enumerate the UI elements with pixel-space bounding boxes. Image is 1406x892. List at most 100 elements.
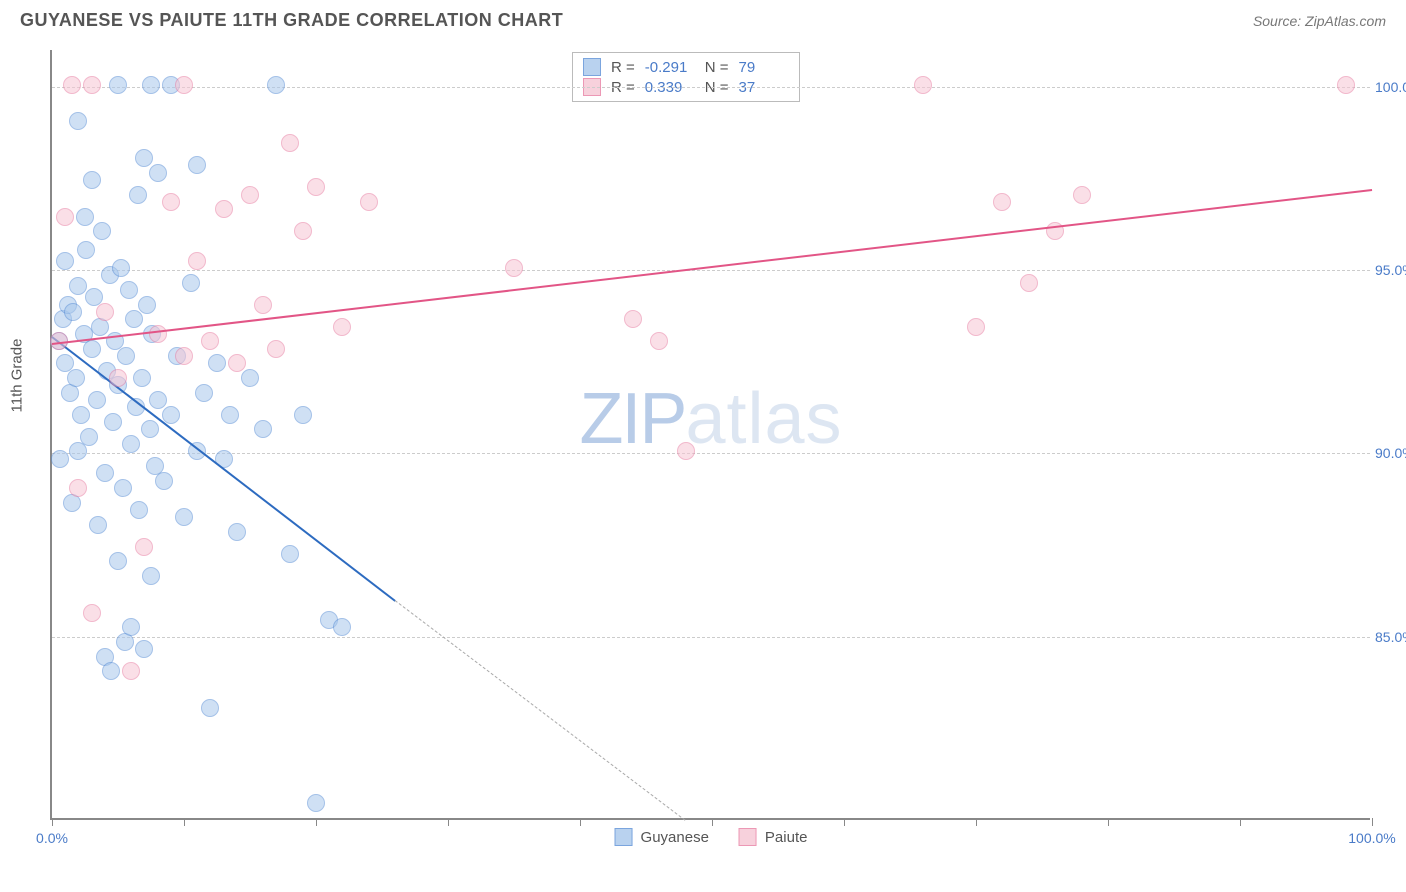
data-point	[63, 76, 81, 94]
y-tick-label: 85.0%	[1375, 629, 1406, 645]
legend-row: R =-0.291N =79	[583, 57, 789, 77]
x-tick-label: 0.0%	[36, 830, 68, 846]
data-point	[182, 274, 200, 292]
source-credit: Source: ZipAtlas.com	[1253, 13, 1386, 29]
correlation-legend: R =-0.291N =79R =0.339N =37	[572, 52, 800, 102]
data-point	[83, 340, 101, 358]
data-point	[77, 241, 95, 259]
data-point	[294, 406, 312, 424]
data-point	[155, 472, 173, 490]
legend-swatch	[739, 828, 757, 846]
x-tick	[1372, 818, 1373, 826]
data-point	[125, 310, 143, 328]
data-point	[149, 391, 167, 409]
watermark-part1: ZIP	[579, 379, 685, 459]
legend-label: Guyanese	[641, 829, 709, 846]
x-tick-label: 100.0%	[1348, 830, 1395, 846]
watermark-part2: atlas	[685, 379, 842, 459]
data-point	[89, 516, 107, 534]
legend-swatch	[583, 58, 601, 76]
data-point	[281, 545, 299, 563]
data-point	[993, 193, 1011, 211]
data-point	[117, 347, 135, 365]
data-point	[254, 296, 272, 314]
x-tick	[52, 818, 53, 826]
x-tick	[184, 818, 185, 826]
x-tick	[448, 818, 449, 826]
data-point	[88, 391, 106, 409]
data-point	[133, 369, 151, 387]
data-point	[109, 76, 127, 94]
data-point	[208, 354, 226, 372]
data-point	[69, 479, 87, 497]
legend-item: Paiute	[739, 828, 808, 846]
legend-r-value: -0.291	[645, 59, 695, 76]
y-tick-label: 90.0%	[1375, 445, 1406, 461]
data-point	[69, 442, 87, 460]
data-point	[307, 178, 325, 196]
data-point	[130, 501, 148, 519]
x-tick	[316, 818, 317, 826]
legend-n-value: 79	[739, 59, 789, 76]
data-point	[135, 538, 153, 556]
data-point	[149, 164, 167, 182]
data-point	[1337, 76, 1355, 94]
legend-n-label: N =	[705, 59, 729, 76]
gridline	[52, 637, 1370, 638]
chart-title: GUYANESE VS PAIUTE 11TH GRADE CORRELATIO…	[20, 10, 563, 31]
y-axis-label: 11th Grade	[9, 339, 26, 413]
data-point	[267, 340, 285, 358]
data-point	[142, 567, 160, 585]
data-point	[104, 413, 122, 431]
data-point	[67, 369, 85, 387]
data-point	[96, 464, 114, 482]
data-point	[215, 200, 233, 218]
data-point	[102, 662, 120, 680]
data-point	[83, 604, 101, 622]
data-point	[149, 325, 167, 343]
data-point	[122, 662, 140, 680]
series-legend: Guyanese Paiute	[615, 828, 808, 846]
data-point	[360, 193, 378, 211]
x-tick	[712, 818, 713, 826]
data-point	[188, 252, 206, 270]
data-point	[307, 794, 325, 812]
data-point	[175, 508, 193, 526]
trend-line-extrapolated	[395, 600, 686, 821]
data-point	[162, 193, 180, 211]
data-point	[175, 76, 193, 94]
data-point	[333, 618, 351, 636]
gridline	[52, 87, 1370, 88]
data-point	[188, 156, 206, 174]
gridline	[52, 453, 1370, 454]
data-point	[135, 149, 153, 167]
data-point	[69, 277, 87, 295]
data-point	[51, 450, 69, 468]
y-tick-label: 95.0%	[1375, 262, 1406, 278]
data-point	[83, 171, 101, 189]
data-point	[122, 435, 140, 453]
data-point	[624, 310, 642, 328]
data-point	[650, 332, 668, 350]
data-point	[109, 369, 127, 387]
data-point	[294, 222, 312, 240]
data-point	[69, 112, 87, 130]
gridline	[52, 270, 1370, 271]
trend-line	[52, 189, 1372, 345]
x-tick	[1240, 818, 1241, 826]
data-point	[76, 208, 94, 226]
y-tick-label: 100.0%	[1375, 79, 1406, 95]
data-point	[93, 222, 111, 240]
data-point	[228, 523, 246, 541]
data-point	[267, 76, 285, 94]
data-point	[254, 420, 272, 438]
data-point	[56, 208, 74, 226]
data-point	[201, 332, 219, 350]
data-point	[967, 318, 985, 336]
data-point	[138, 296, 156, 314]
data-point	[201, 699, 219, 717]
watermark: ZIPatlas	[579, 378, 842, 460]
legend-label: Paiute	[765, 829, 808, 846]
data-point	[333, 318, 351, 336]
scatter-chart: 11th Grade ZIPatlas R =-0.291N =79R =0.3…	[50, 50, 1370, 820]
